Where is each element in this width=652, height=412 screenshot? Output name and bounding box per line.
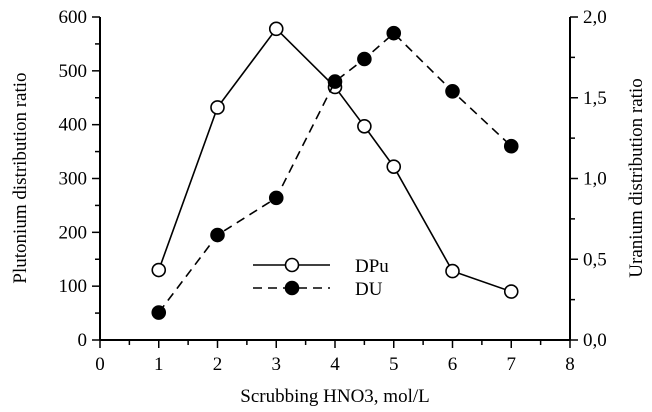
data-point-dpu: [357, 118, 372, 134]
plot-frame: [99, 17, 571, 341]
x-axis-title: Scrubbing HNO3, mol/L: [240, 386, 429, 407]
x-tick-label: 3: [272, 354, 282, 375]
right-y-tick-label: 0,5: [583, 249, 607, 270]
data-point-dpu: [210, 100, 225, 115]
right-y-tick-label: 1,0: [583, 169, 607, 190]
right-y-tick-label: 1,5: [583, 88, 607, 109]
x-tick-label: 0: [95, 354, 105, 375]
x-tick-label: 5: [389, 354, 399, 375]
left-y-tick-label: 600: [59, 7, 88, 28]
data-point-du: [357, 51, 372, 67]
x-tick-label: 2: [213, 354, 223, 375]
left-y-tick-label: 0: [78, 330, 88, 351]
left-y-axis: 0 100 200 300 400 500 600: [59, 7, 100, 351]
data-point-dpu: [151, 262, 167, 278]
data-point-du: [503, 138, 519, 154]
x-tick-label: 7: [507, 354, 517, 375]
data-point-du: [327, 74, 343, 89]
legend-label-du: DU: [355, 279, 383, 300]
right-y-axis-title: Uranium distribution ratio: [626, 78, 647, 277]
legend-marker-dpu: [284, 257, 300, 273]
data-point-dpu: [445, 263, 460, 279]
data-point-dpu: [268, 21, 284, 37]
data-point-du: [445, 83, 460, 99]
x-tick-label: 1: [154, 354, 164, 375]
left-y-tick-label: 200: [59, 222, 88, 243]
data-point-dpu: [503, 284, 519, 299]
data-point-du: [386, 25, 402, 41]
series-layer: [151, 21, 519, 320]
legend-marker-du: [284, 280, 300, 296]
series-line-dpu: [158, 27, 512, 293]
left-y-tick-label: 400: [59, 115, 88, 136]
legend-label-dpu: DPu: [355, 256, 389, 277]
left-y-tick-label: 100: [59, 276, 88, 297]
series-line-du: [158, 32, 512, 313]
x-tick-label: 8: [565, 354, 575, 375]
left-y-tick-label: 300: [59, 169, 88, 190]
left-y-axis-title: Plutonium distribution ratio: [10, 72, 31, 283]
x-tick-label: 6: [448, 354, 458, 375]
legend: DPu DU: [253, 256, 389, 300]
x-axis: 0 1 2 3 4 5 6 7 8: [95, 340, 575, 375]
right-y-tick-label: 0,0: [583, 330, 607, 351]
x-tick-label: 4: [330, 354, 340, 375]
data-point-du: [268, 190, 284, 206]
left-y-tick-label: 500: [59, 61, 88, 82]
data-point-du: [151, 305, 167, 320]
right-y-axis: 0,0 0,5 1,0 1,5 2,0: [570, 7, 607, 351]
right-y-tick-label: 2,0: [583, 7, 607, 28]
data-point-dpu: [386, 159, 402, 174]
data-point-du: [210, 227, 225, 243]
